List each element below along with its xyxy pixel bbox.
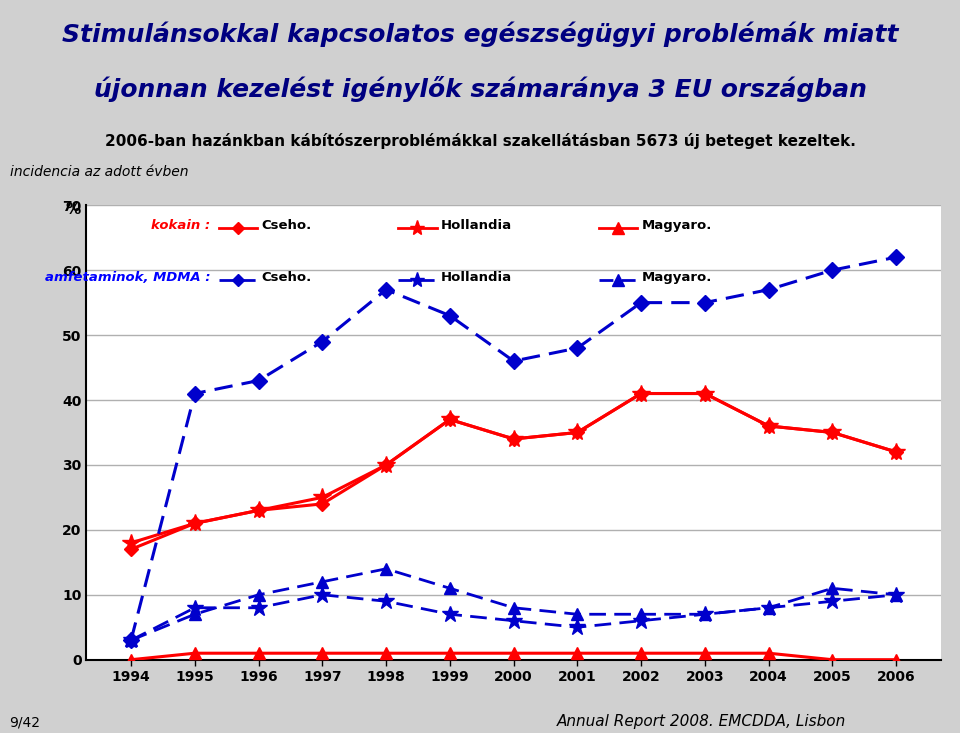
Text: Cseho.: Cseho. bbox=[261, 271, 312, 284]
Text: Magyaro.: Magyaro. bbox=[641, 271, 712, 284]
Text: újonnan kezelést igénylők számaránya 3 EU országban: újonnan kezelést igénylők számaránya 3 E… bbox=[93, 75, 867, 102]
Text: Annual Report 2008. EMCDDA, Lisbon: Annual Report 2008. EMCDDA, Lisbon bbox=[557, 715, 846, 729]
Text: %: % bbox=[65, 202, 81, 216]
Text: kokain :: kokain : bbox=[151, 219, 210, 232]
Text: incidencia az adott évben: incidencia az adott évben bbox=[10, 165, 188, 179]
Text: Cseho.: Cseho. bbox=[261, 219, 312, 232]
Text: Magyaro.: Magyaro. bbox=[641, 219, 712, 232]
Text: Hollandia: Hollandia bbox=[441, 271, 512, 284]
Text: amfetaminok, MDMA :: amfetaminok, MDMA : bbox=[45, 271, 210, 284]
Text: 9/42: 9/42 bbox=[10, 715, 40, 729]
Text: 2006-ban hazánkban kábítószerproblémákkal szakellátásban 5673 új beteget kezelte: 2006-ban hazánkban kábítószerproblémákka… bbox=[105, 133, 855, 149]
Text: Hollandia: Hollandia bbox=[441, 219, 512, 232]
Text: Stimulánsokkal kapcsolatos egészségügyi problémák miatt: Stimulánsokkal kapcsolatos egészségügyi … bbox=[61, 21, 899, 47]
